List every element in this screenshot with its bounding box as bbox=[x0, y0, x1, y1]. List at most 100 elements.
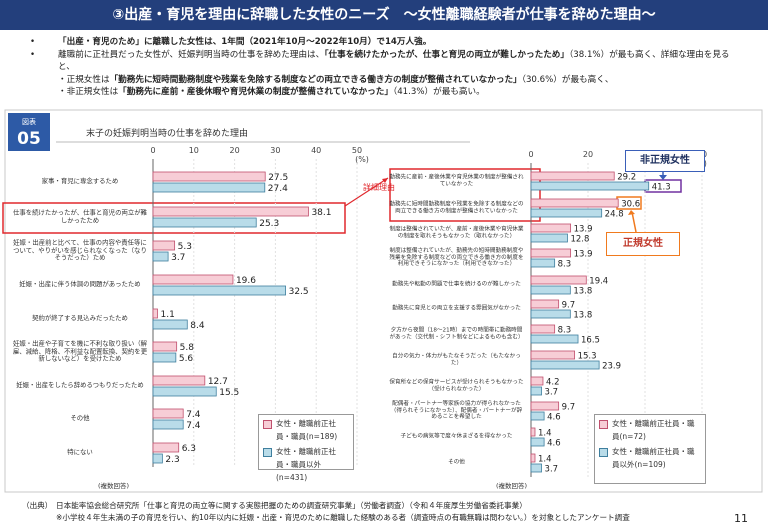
x-tick-label: 40 bbox=[311, 146, 321, 155]
bullet-text: （30.6%）が最も高く、 bbox=[521, 74, 614, 85]
highlight-box bbox=[2, 202, 346, 234]
bar bbox=[152, 206, 309, 217]
value-label: 19.4 bbox=[589, 276, 608, 286]
value-label: 27.5 bbox=[268, 173, 288, 183]
value-label: 7.4 bbox=[186, 410, 201, 420]
legend-swatch bbox=[599, 420, 608, 429]
legend-swatch bbox=[599, 448, 608, 457]
value-label: 1.1 bbox=[160, 310, 174, 320]
value-label: 8.3 bbox=[558, 325, 572, 335]
value-label: 15.5 bbox=[219, 388, 239, 398]
bar bbox=[530, 411, 545, 421]
bar bbox=[530, 427, 536, 437]
source-note: ※小学校４年生未満の子の育児を行い、約10年以内に妊娠・出産・育児のために離職し… bbox=[56, 513, 630, 522]
bar bbox=[152, 442, 180, 453]
bar bbox=[530, 324, 556, 334]
value-label: 1.4 bbox=[538, 428, 552, 438]
highlight-box bbox=[389, 168, 541, 222]
bullet-text: （41.3%）が最も高い。 bbox=[392, 87, 485, 97]
bar bbox=[530, 334, 579, 344]
arrow-head bbox=[659, 175, 667, 180]
bar bbox=[152, 319, 188, 330]
y-tick-label: 制度は整備されていたが、勤務先の短時間勤務制度や残業を免除する制度などの両立でき… bbox=[389, 247, 524, 268]
bar bbox=[152, 240, 176, 251]
bar bbox=[530, 309, 571, 319]
value-label: 3.7 bbox=[171, 253, 185, 263]
x-tick-label: 20 bbox=[583, 150, 593, 159]
y-tick-label: 子どもの病気等で度々休まざるを得なかった bbox=[400, 433, 513, 440]
y-tick-label: 仕事を続けたかったが、仕事と育児の両立が難しかったため bbox=[12, 208, 148, 224]
value-label: 5.6 bbox=[179, 354, 194, 364]
x-tick-label: 50 bbox=[352, 146, 362, 155]
bullet-text: （38.1%）が最も高く、詳細な理由を見ると、 bbox=[58, 49, 730, 73]
bar bbox=[530, 233, 568, 243]
value-label: 27.4 bbox=[268, 184, 288, 194]
bar bbox=[530, 386, 542, 396]
value-label: 6.3 bbox=[182, 444, 196, 454]
bullet-text: ・正規女性は bbox=[58, 74, 110, 85]
bar bbox=[530, 198, 619, 208]
bar bbox=[530, 258, 556, 268]
bar bbox=[152, 419, 184, 430]
value-label: 29.2 bbox=[617, 172, 636, 182]
bar bbox=[152, 352, 177, 363]
bar bbox=[152, 308, 158, 319]
value-label: 1.4 bbox=[538, 454, 552, 464]
y-tick-label: 妊娠・出産に伴う体調の問題があったため bbox=[19, 280, 141, 289]
figure-number: 05 bbox=[17, 129, 41, 149]
y-tick-label: 特にない bbox=[67, 448, 93, 457]
x-tick-label: 0 bbox=[150, 146, 155, 155]
value-label: 13.8 bbox=[573, 310, 592, 320]
bar bbox=[152, 386, 217, 397]
annotation: 正規女性 bbox=[606, 232, 680, 256]
value-label: 3.7 bbox=[545, 464, 559, 474]
value-label: 5.3 bbox=[178, 242, 192, 252]
bar bbox=[530, 453, 536, 463]
y-tick-label: 妊娠・出産をしたら辞めるつもりだったため bbox=[16, 381, 144, 390]
figure-label: 図表 bbox=[22, 117, 36, 126]
value-label: 15.3 bbox=[578, 351, 597, 361]
bar bbox=[152, 274, 234, 285]
figure-frame bbox=[4, 109, 763, 493]
bullet-text: 「仕事を続けたかったが、仕事と育児の両立が難しかったため」 bbox=[324, 49, 569, 60]
bar bbox=[530, 181, 650, 191]
value-label: 12.8 bbox=[570, 234, 589, 244]
y-tick-label: 制度は整備されていたが、産前・産後休業や育児休業の制度を取れそうもなかった（取れ… bbox=[389, 226, 524, 239]
y-tick-label: 勤務先に産前・産後休業や育児休業の制度が整備されていなかった bbox=[389, 174, 524, 187]
bar bbox=[152, 341, 178, 352]
legend: 女性・離職前正社員・職員(n=72) 女性・離職前正社員・職員以外(n=109) bbox=[594, 414, 706, 484]
y-tick-label: 保育所などの保育サービスが受けられそうもなかった（受けられなかった） bbox=[389, 379, 524, 392]
y-tick-label: 勤務先に短時間勤務制度や残業を免除する制度などの両立できる働き方の制度が整備され… bbox=[389, 201, 524, 214]
bullet: 「出産・育児のため」に離職した女性は、1年間（2021年10月～2022年10月… bbox=[30, 36, 730, 49]
legend-item: 女性・離職前正社員・職員(n=72) bbox=[599, 417, 701, 443]
value-label: 13.9 bbox=[574, 249, 593, 259]
value-label: 4.2 bbox=[546, 377, 560, 387]
value-label: 25.3 bbox=[259, 219, 279, 229]
legend-item: 女性・離職前正社員・職員(n=189) bbox=[263, 417, 349, 443]
legend-swatch bbox=[263, 420, 272, 429]
legend-item: 女性・離職前正社員・職員以外(n=431) bbox=[263, 445, 349, 484]
bar bbox=[152, 285, 287, 296]
arrow-head bbox=[382, 178, 388, 183]
value-label: 19.6 bbox=[236, 276, 256, 286]
y-tick-label: その他 bbox=[448, 459, 465, 466]
value-label: 24.8 bbox=[605, 209, 624, 219]
bar bbox=[152, 182, 266, 193]
value-label: 8.3 bbox=[558, 259, 572, 269]
bullet-text: 離職前に正社員だった女性が、妊娠判明当時の仕事を辞めた理由は、 bbox=[58, 49, 325, 60]
bar bbox=[530, 350, 576, 360]
x-tick-label: 30 bbox=[270, 146, 280, 155]
value-label: 23.9 bbox=[602, 361, 621, 371]
value-label: 4.6 bbox=[547, 438, 561, 448]
value-label: 12.7 bbox=[208, 377, 228, 387]
bullet: ・正規女性は「勤務先に短時間勤務制度や残業を免除する制度などの両立できる働き方の… bbox=[30, 74, 730, 87]
value-label: 16.5 bbox=[581, 335, 600, 345]
bar bbox=[152, 453, 163, 464]
value-label: 13.8 bbox=[573, 286, 592, 296]
bar bbox=[152, 171, 266, 182]
legend-label: 女性・離職前正社員・職員(n=72) bbox=[612, 419, 695, 441]
bar bbox=[530, 208, 603, 218]
value-label: 41.3 bbox=[652, 182, 671, 192]
bar bbox=[530, 360, 600, 370]
